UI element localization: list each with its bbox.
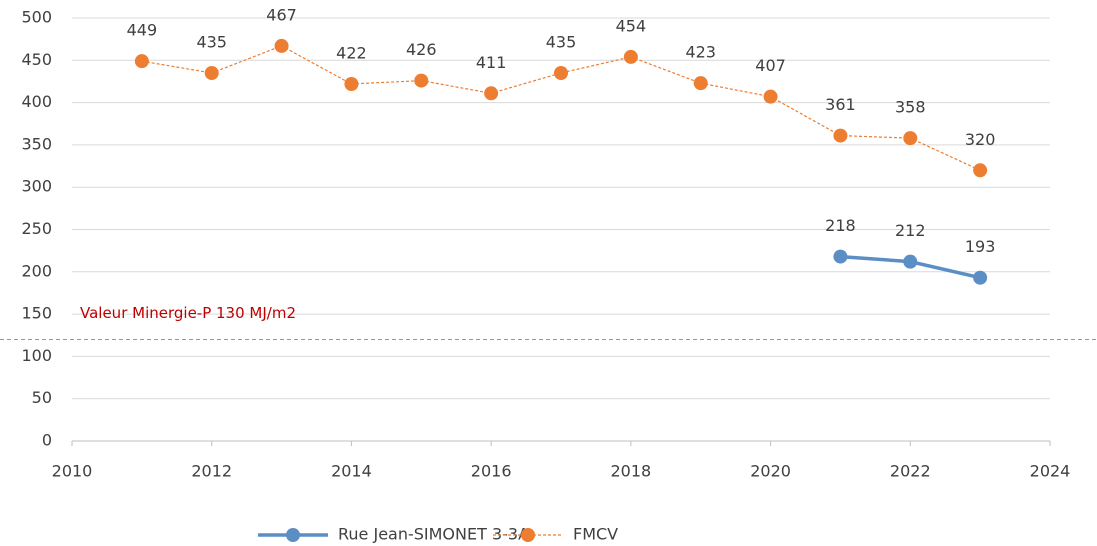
x-tick-label: 2016 <box>471 462 512 481</box>
point <box>903 254 918 269</box>
point <box>623 49 638 64</box>
y-tick-label: 500 <box>21 8 52 27</box>
data-label: 218 <box>825 216 856 235</box>
x-tick-label: 2024 <box>1030 462 1071 481</box>
data-label: 454 <box>616 16 647 35</box>
point <box>554 65 568 80</box>
data-label: 422 <box>336 43 367 62</box>
point <box>973 270 988 285</box>
data-label: 449 <box>127 21 158 40</box>
data-label: 407 <box>755 56 786 75</box>
reference-label: Valeur Minergie-P 130 MJ/m2 <box>80 304 296 322</box>
x-tick-label: 2014 <box>331 462 372 481</box>
x-tick-label: 2022 <box>890 462 931 481</box>
y-tick-label: 150 <box>21 304 52 323</box>
legend-marker <box>521 528 535 542</box>
data-label: 193 <box>965 237 996 256</box>
x-tick-label: 2020 <box>750 462 791 481</box>
data-label: 358 <box>895 98 926 117</box>
y-tick-label: 400 <box>21 92 52 111</box>
point <box>973 163 988 178</box>
y-tick-label: 250 <box>21 219 52 238</box>
data-label: 467 <box>266 5 297 24</box>
data-label: 426 <box>406 40 437 59</box>
point <box>833 249 848 264</box>
data-label: 435 <box>196 32 227 51</box>
y-tick-label: 300 <box>21 177 52 196</box>
legend-label: FMCV <box>573 525 618 544</box>
x-tick-label: 2010 <box>52 462 93 481</box>
y-tick-label: 100 <box>21 346 52 365</box>
y-tick-label: 50 <box>32 388 52 407</box>
data-label: 320 <box>965 130 996 149</box>
y-tick-label: 200 <box>21 261 52 280</box>
data-label: 361 <box>825 95 856 114</box>
data-label: 212 <box>895 221 926 240</box>
point <box>204 65 219 80</box>
point <box>414 73 429 88</box>
point <box>903 131 918 146</box>
x-tick-label: 2018 <box>610 462 651 481</box>
legend-marker <box>286 528 300 542</box>
point <box>344 76 359 91</box>
y-tick-label: 450 <box>21 50 52 69</box>
y-tick-label: 350 <box>21 134 52 153</box>
point <box>763 89 778 104</box>
point <box>484 86 499 101</box>
data-label: 411 <box>476 53 507 72</box>
data-label: 435 <box>546 32 577 51</box>
data-label: 423 <box>685 43 716 62</box>
point <box>693 76 708 91</box>
point <box>134 54 149 69</box>
point <box>274 38 289 53</box>
legend-label: Rue Jean-SIMONET 3-3A <box>338 525 529 544</box>
x-tick-label: 2012 <box>191 462 232 481</box>
y-tick-label: 0 <box>42 431 52 450</box>
point <box>833 128 848 143</box>
